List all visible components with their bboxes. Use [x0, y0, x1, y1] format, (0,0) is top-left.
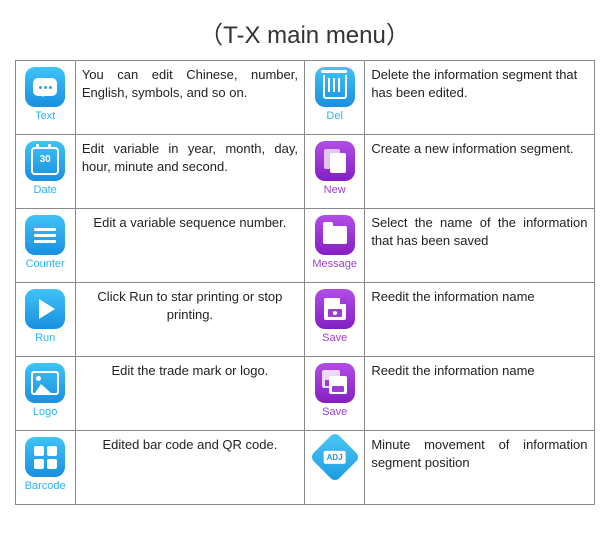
- double-floppy-icon: [315, 363, 355, 403]
- qr-icon: [25, 437, 65, 477]
- folder-icon: [315, 215, 355, 255]
- menu-table: Text You can edit Chinese, number, Engli…: [15, 60, 595, 505]
- desc-adj: Minute movement of information segment p…: [365, 431, 594, 505]
- trash-icon: [315, 67, 355, 107]
- desc-logo: Edit the trade mark or logo.: [75, 357, 304, 431]
- icon-label: Del: [307, 110, 362, 122]
- desc-new: Create a new information segment.: [365, 135, 594, 209]
- calendar-number: 30: [33, 149, 57, 171]
- desc-del: Delete the information segment that has …: [365, 61, 594, 135]
- list-icon: [25, 215, 65, 255]
- table-row: Run Click Run to star printing or stop p…: [15, 283, 594, 357]
- cell-run-icon[interactable]: Run: [15, 283, 75, 357]
- cell-barcode-icon[interactable]: Barcode: [15, 431, 75, 505]
- adj-label: ADJ: [324, 450, 346, 463]
- desc-save: Reedit the information name: [365, 283, 594, 357]
- cell-save-icon[interactable]: Save: [305, 283, 365, 357]
- image-icon: [25, 363, 65, 403]
- floppy-icon: [315, 289, 355, 329]
- table-row: 30 Date Edit variable in year, month, da…: [15, 135, 594, 209]
- calendar-icon: 30: [25, 141, 65, 181]
- icon-label: Save: [307, 332, 362, 344]
- adjust-icon: ADJ: [315, 437, 355, 477]
- cell-counter-icon[interactable]: Counter: [15, 209, 75, 283]
- cell-new-icon[interactable]: New: [305, 135, 365, 209]
- page-title: （T-X main menu）: [10, 15, 599, 50]
- cell-save2-icon[interactable]: Save: [305, 357, 365, 431]
- icon-label: Date: [18, 184, 73, 196]
- icon-label: Counter: [18, 258, 73, 270]
- desc-counter: Edit a variable sequence number.: [75, 209, 304, 283]
- icon-label: Logo: [18, 406, 73, 418]
- table-row: Logo Edit the trade mark or logo. Save R…: [15, 357, 594, 431]
- cell-del-icon[interactable]: Del: [305, 61, 365, 135]
- icon-label: Barcode: [18, 480, 73, 492]
- text-icon: [25, 67, 65, 107]
- cell-message-icon[interactable]: Message: [305, 209, 365, 283]
- desc-run: Click Run to star printing or stop print…: [75, 283, 304, 357]
- desc-text: You can edit Chinese, number, English, s…: [75, 61, 304, 135]
- table-row: Barcode Edited bar code and QR code. ADJ…: [15, 431, 594, 505]
- icon-label: Save: [307, 406, 362, 418]
- desc-save2: Reedit the information name: [365, 357, 594, 431]
- cell-text-icon[interactable]: Text: [15, 61, 75, 135]
- table-row: Counter Edit a variable sequence number.…: [15, 209, 594, 283]
- table-row: Text You can edit Chinese, number, Engli…: [15, 61, 594, 135]
- icon-label: Text: [18, 110, 73, 122]
- cell-date-icon[interactable]: 30 Date: [15, 135, 75, 209]
- cell-logo-icon[interactable]: Logo: [15, 357, 75, 431]
- desc-date: Edit variable in year, month, day, hour,…: [75, 135, 304, 209]
- desc-barcode: Edited bar code and QR code.: [75, 431, 304, 505]
- icon-label: Message: [307, 258, 362, 270]
- cell-adj-icon[interactable]: ADJ: [305, 431, 365, 505]
- icon-label: New: [307, 184, 362, 196]
- new-doc-icon: [315, 141, 355, 181]
- play-icon: [25, 289, 65, 329]
- desc-message: Select the name of the information that …: [365, 209, 594, 283]
- icon-label: Run: [18, 332, 73, 344]
